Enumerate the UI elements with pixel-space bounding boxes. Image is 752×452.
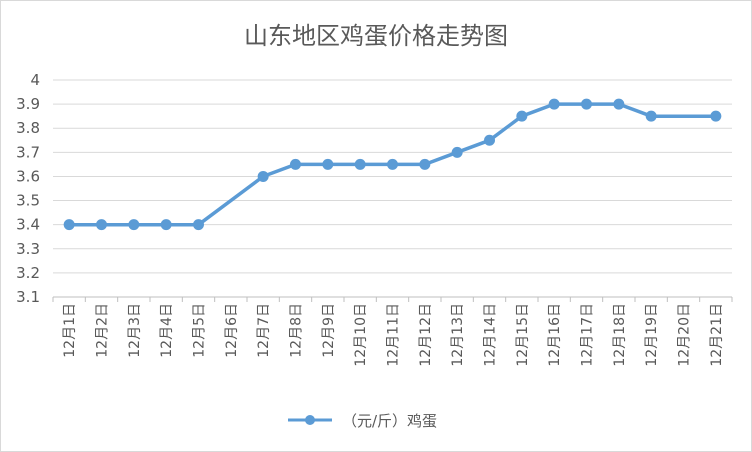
y-tick-label: 3.5 bbox=[16, 192, 40, 210]
data-point[interactable] bbox=[322, 158, 334, 170]
x-tick-label: 12月16日 bbox=[547, 303, 563, 367]
x-tick-label: 12月10日 bbox=[353, 303, 369, 367]
data-point[interactable] bbox=[63, 219, 75, 231]
x-axis bbox=[52, 296, 733, 302]
x-tick-label: 12月12日 bbox=[418, 303, 434, 367]
y-tick-label: 3.7 bbox=[16, 143, 40, 161]
y-tick-label: 3.6 bbox=[16, 167, 40, 185]
data-point[interactable] bbox=[548, 98, 560, 110]
legend-series-label: （元/斤）鸡蛋 bbox=[342, 412, 437, 430]
x-tick-label: 12月11日 bbox=[386, 303, 402, 367]
data-point[interactable] bbox=[710, 110, 722, 122]
data-point[interactable] bbox=[193, 219, 204, 231]
y-tick-label: 3.8 bbox=[16, 119, 40, 137]
x-tick-label: 12月20日 bbox=[677, 303, 693, 367]
data-point[interactable] bbox=[290, 158, 301, 170]
data-point[interactable] bbox=[451, 146, 463, 158]
y-tick-label: 3.1 bbox=[16, 288, 40, 306]
x-tick-label: 12月19日 bbox=[644, 303, 660, 367]
data-point[interactable] bbox=[128, 219, 140, 231]
x-tick-label: 12月6日 bbox=[224, 303, 240, 358]
x-tick-label: 12月3日 bbox=[127, 303, 143, 358]
data-point[interactable] bbox=[419, 158, 431, 170]
x-tick-label: 12月17日 bbox=[580, 303, 596, 367]
x-tick-label: 12月1日 bbox=[62, 303, 78, 358]
y-tick-label: 3.3 bbox=[16, 240, 40, 258]
data-point[interactable] bbox=[484, 134, 495, 146]
data-point[interactable] bbox=[516, 110, 528, 122]
data-point[interactable] bbox=[387, 158, 398, 170]
gridlines bbox=[53, 79, 732, 274]
y-axis-tick-labels: 3.1 3.2 3.3 3.4 3.5 3.6 3.7 3.8 3.9 4 bbox=[16, 71, 40, 306]
x-tick-label: 12月5日 bbox=[192, 303, 208, 358]
y-tick-label: 4 bbox=[30, 71, 40, 89]
x-tick-label: 12月14日 bbox=[483, 303, 499, 367]
data-point[interactable] bbox=[645, 110, 657, 122]
y-tick-label: 3.4 bbox=[16, 216, 40, 234]
x-tick-label: 12月15日 bbox=[515, 303, 531, 367]
x-tick-label: 12月8日 bbox=[289, 303, 305, 358]
data-point[interactable] bbox=[354, 158, 366, 170]
x-tick-label: 12月9日 bbox=[321, 303, 337, 358]
y-tick-label: 3.2 bbox=[16, 264, 40, 282]
x-axis-tick-labels: 12月1日 12月2日 12月3日 12月4日 12月5日 12月6日 12月7日 12月8日… bbox=[62, 303, 725, 367]
data-point[interactable] bbox=[257, 170, 269, 182]
x-tick-label: 12月4日 bbox=[159, 303, 175, 358]
data-point[interactable] bbox=[160, 219, 172, 231]
data-point[interactable] bbox=[96, 219, 107, 231]
x-tick-label: 12月2日 bbox=[95, 303, 111, 358]
x-tick-label: 12月18日 bbox=[612, 303, 628, 367]
x-tick-label: 12月21日 bbox=[709, 303, 725, 367]
legend-swatch-marker bbox=[305, 415, 315, 425]
x-tick-label: 12月13日 bbox=[450, 303, 466, 367]
legend[interactable]: （元/斤）鸡蛋 bbox=[288, 412, 437, 430]
series-egg-price bbox=[63, 98, 722, 231]
y-tick-label: 3.9 bbox=[16, 95, 40, 113]
chart-title: 山东地区鸡蛋价格走势图 bbox=[244, 22, 508, 50]
data-point[interactable] bbox=[613, 98, 625, 110]
data-point[interactable] bbox=[581, 98, 592, 110]
x-tick-label: 12月7日 bbox=[256, 303, 272, 358]
